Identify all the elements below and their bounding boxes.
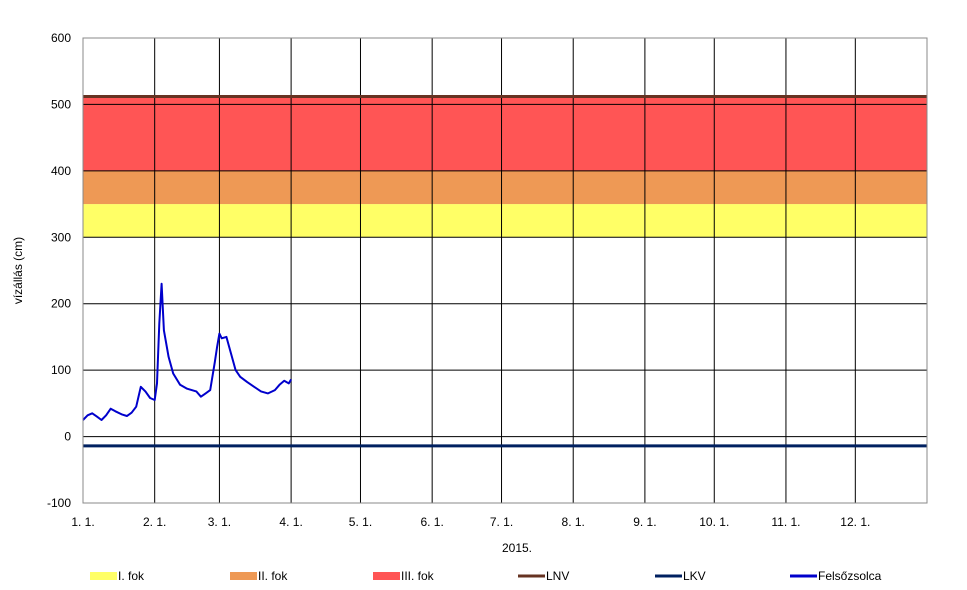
y-tick-label: 100 bbox=[51, 363, 71, 377]
x-axis-title: 2015. bbox=[502, 541, 532, 555]
y-tick-label: 200 bbox=[51, 297, 71, 311]
x-tick-label: 3. 1. bbox=[208, 515, 231, 529]
y-tick-label: 300 bbox=[51, 230, 71, 244]
series-group bbox=[82, 282, 292, 421]
legend: I. fok II. fok III. fok LNV LKV Felsőzsolca bbox=[90, 569, 882, 583]
x-tick-label: 12. 1. bbox=[840, 515, 870, 529]
x-axis: 1. 1. 2. 1. 3. 1. 4. 1. 5. 1. 6. 1. 7. 1. 8. 1.… bbox=[71, 515, 870, 529]
legend-label: III. fok bbox=[401, 569, 435, 583]
legend-label: LKV bbox=[683, 569, 706, 583]
legend-label: II. fok bbox=[258, 569, 288, 583]
band-1 bbox=[83, 204, 927, 238]
x-tick-label: 10. 1. bbox=[699, 515, 729, 529]
x-tick-label: 6. 1. bbox=[420, 515, 443, 529]
x-tick-label: 8. 1. bbox=[562, 515, 585, 529]
band-3 bbox=[83, 96, 927, 171]
y-axis: -100 0 100 200 300 400 500 600 bbox=[47, 31, 71, 510]
y-tick-label: 600 bbox=[51, 31, 71, 45]
alert-bands bbox=[83, 96, 927, 238]
plot-frame bbox=[82, 37, 928, 504]
legend-swatch bbox=[90, 572, 117, 580]
y-axis-title: vízállás (cm) bbox=[11, 237, 25, 304]
x-tick-label: 4. 1. bbox=[279, 515, 302, 529]
x-tick-label: 11. 1. bbox=[771, 515, 800, 529]
y-tick-label: 500 bbox=[51, 97, 71, 111]
legend-swatch bbox=[373, 572, 400, 580]
series-line-felsőzsolca bbox=[82, 282, 292, 421]
x-tick-label: 1. 1. bbox=[71, 515, 94, 529]
x-tick-label: 7. 1. bbox=[490, 515, 513, 529]
legend-label: Felsőzsolca bbox=[818, 569, 882, 583]
legend-swatch bbox=[230, 572, 257, 580]
legend-label: I. fok bbox=[118, 569, 145, 583]
y-tick-label: 400 bbox=[51, 164, 71, 178]
x-tick-label: 2. 1. bbox=[143, 515, 166, 529]
reference-lines bbox=[83, 94, 927, 448]
band-2 bbox=[83, 170, 927, 205]
legend-label: LNV bbox=[546, 569, 569, 583]
y-tick-label: -100 bbox=[47, 496, 71, 510]
x-tick-label: 5. 1. bbox=[349, 515, 372, 529]
y-tick-label: 0 bbox=[64, 430, 71, 444]
x-tick-label: 9. 1. bbox=[633, 515, 656, 529]
grid bbox=[82, 37, 927, 504]
